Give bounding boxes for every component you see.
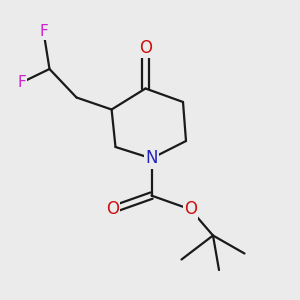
Text: F: F xyxy=(39,24,48,39)
Text: O: O xyxy=(184,200,197,218)
Text: F: F xyxy=(17,75,26,90)
Text: O: O xyxy=(106,200,119,218)
Text: O: O xyxy=(139,39,152,57)
Text: N: N xyxy=(145,149,158,167)
